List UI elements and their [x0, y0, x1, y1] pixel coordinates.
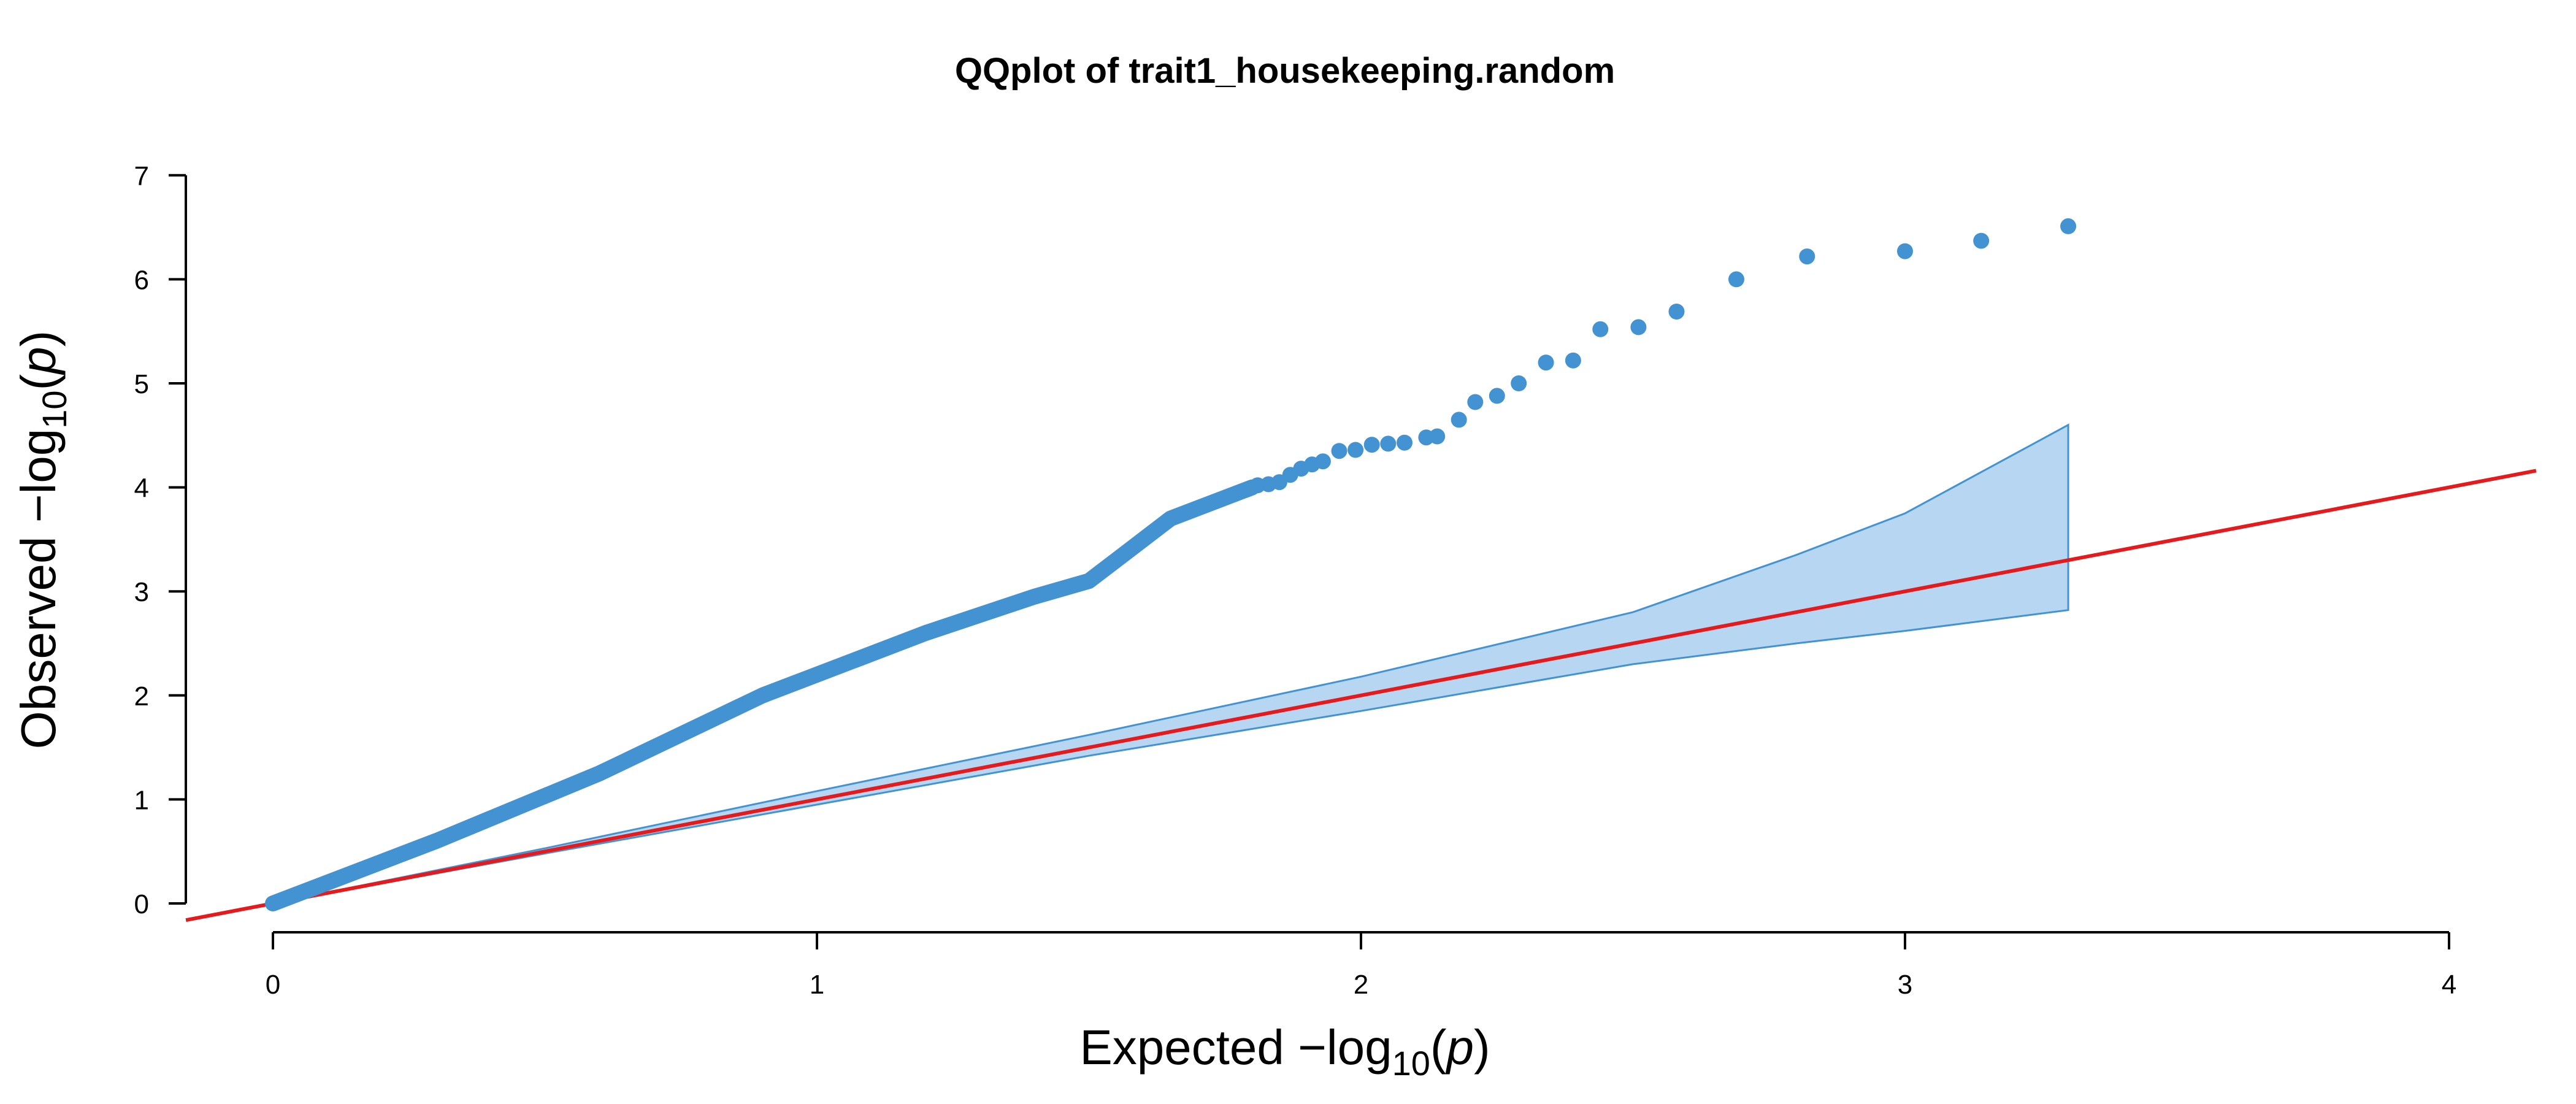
y-tick-label: 3	[134, 577, 149, 607]
data-point	[1467, 394, 1484, 410]
y-tick-label: 7	[134, 161, 149, 191]
x-tick-label: 4	[2442, 970, 2456, 1000]
y-tick-label: 6	[134, 265, 149, 295]
data-point	[1973, 232, 1990, 249]
data-point	[1489, 388, 1505, 404]
data-point	[1897, 243, 1913, 259]
y-tick-label: 2	[134, 681, 149, 711]
data-point	[1363, 437, 1380, 453]
data-point	[1565, 352, 1581, 369]
x-axis-label: Expected −log10(p)	[1079, 1020, 1490, 1083]
data-point	[1429, 428, 1446, 445]
data-point	[1799, 248, 1815, 265]
y-axis-label: Observed −log10(p)	[11, 331, 74, 749]
data-point	[1347, 442, 1364, 458]
reference-line-layer	[185, 469, 2537, 922]
data-point	[1397, 434, 1413, 451]
data-point	[1538, 355, 1554, 371]
y-tick-label: 1	[134, 785, 149, 815]
data-point	[1630, 319, 1647, 335]
x-tick-label: 3	[1898, 970, 1912, 1000]
points-layer	[265, 218, 2077, 911]
chart-title: QQplot of trait1_housekeeping.random	[955, 51, 1615, 91]
x-axis: 0 1 2 3 4	[266, 931, 2456, 1000]
x-tick-label: 0	[266, 970, 280, 1000]
y-axis: 0 1 2 3 4 5 6 7	[134, 161, 187, 919]
x-tick-label: 2	[1354, 970, 1368, 1000]
x-tick-label: 1	[810, 970, 824, 1000]
data-point	[1728, 271, 1744, 288]
confidence-band-layer	[272, 423, 2069, 905]
data-point	[1314, 453, 1331, 470]
confidence-band	[272, 423, 2069, 905]
data-point	[1451, 412, 1467, 428]
dense-points-trail	[265, 479, 1260, 911]
data-point	[1511, 375, 1527, 391]
data-point	[2060, 218, 2077, 234]
data-point	[1592, 321, 1609, 337]
data-point	[1331, 443, 1347, 459]
reference-line	[185, 469, 2537, 922]
y-tick-label: 4	[134, 473, 149, 504]
data-point	[1668, 304, 1685, 320]
data-point	[1380, 435, 1397, 452]
y-tick-label: 5	[134, 369, 149, 399]
y-tick-label: 0	[134, 889, 149, 919]
